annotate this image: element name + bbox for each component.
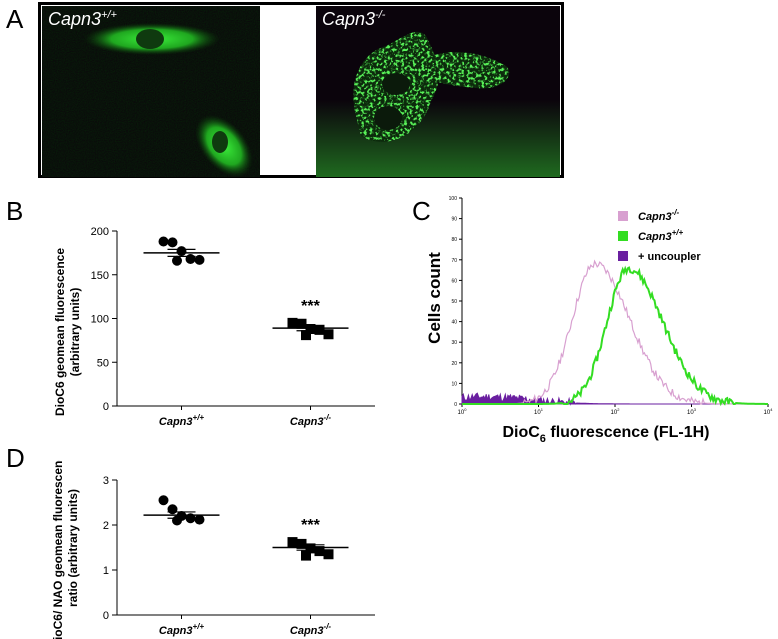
chart-c-series-knockout: [462, 259, 768, 405]
chart-d-point: [158, 495, 169, 506]
panel-label-c: C: [412, 196, 431, 226]
chart-c-xtick-label: 101: [534, 407, 544, 416]
chart-d-point: [287, 537, 298, 548]
chart-b-category-label: Capn3-/-: [290, 413, 332, 428]
chart-c-ytick-label: 50: [451, 299, 457, 305]
panel-label-b: B: [6, 196, 24, 226]
chart-b-ylabel: DioC6 geomean fluorescence(arbitrary uni…: [53, 248, 82, 416]
chart-c-ytick-label: 60: [451, 278, 457, 284]
chart-b-point: [323, 329, 334, 340]
chart-c-legend-swatch: [618, 211, 628, 221]
chart-b-ytick-label: 100: [91, 314, 109, 326]
chart-c-ytick-label: 40: [451, 320, 457, 326]
chart-d-point: [167, 504, 178, 515]
chart-b-significance: ***: [301, 298, 320, 315]
chart-c-ytick-label: 30: [451, 340, 457, 346]
panel-label-a: A: [6, 4, 24, 34]
chart-d-point: [314, 546, 325, 557]
panel-label-d: D: [6, 443, 25, 473]
chart-d-point: [296, 538, 307, 549]
chart-c-xtick-label: 102: [611, 407, 621, 416]
micrograph-wildtype: Capn3+/+: [42, 6, 260, 177]
chart-d: DioC6/ NAO geomean fluorescenceratio (ar…: [51, 460, 375, 639]
micrograph-label-knockout: Capn3-/-: [322, 9, 386, 29]
chart-c-series-wildtype: [462, 265, 768, 407]
chart-b-ytick-label: 50: [97, 357, 109, 369]
chart-b-ytick-label: 200: [91, 226, 109, 238]
chart-b-point: [314, 324, 325, 335]
micrograph-label-wildtype: Capn3+/+: [48, 9, 117, 29]
chart-c-legend: Capn3-/- Capn3+/+ + uncoupler: [618, 208, 701, 263]
chart-c-legend-label: + uncoupler: [638, 251, 701, 263]
chart-d-point: [172, 515, 182, 526]
chart-c-ytick-label: 80: [451, 237, 457, 243]
chart-c-xtick-label: 100: [458, 407, 468, 416]
chart-c-ytick-label: 10: [451, 381, 457, 387]
chart-c-ytick-label: 20: [451, 361, 457, 367]
chart-d-ytick-label: 3: [103, 475, 109, 487]
chart-b: DioC6 geomean fluorescence(arbitrary uni…: [53, 226, 375, 428]
micrograph-knockout: Capn3-/-: [316, 6, 560, 177]
chart-b-point: [296, 318, 307, 329]
chart-d-ylabel: DioC6/ NAO geomean fluorescenceratio (ar…: [51, 460, 80, 639]
chart-d-ytick-label: 2: [103, 520, 109, 532]
chart-d-point: [323, 549, 334, 560]
chart-b-point: [287, 317, 298, 328]
chart-c-legend-swatch: [618, 251, 628, 261]
chart-c-legend-label: Capn3+/+: [638, 228, 684, 243]
chart-c-xtick-label: 103: [687, 407, 697, 416]
chart-b-point: [185, 254, 196, 264]
chart-b-point: [194, 254, 205, 265]
chart-b-point: [172, 255, 182, 266]
chart-d-category-label: Capn3+/+: [159, 622, 205, 637]
chart-d-ytick-label: 1: [103, 565, 109, 577]
chart-c-ylabel: Cells count: [425, 252, 444, 344]
chart-c-ytick-label: 90: [451, 217, 457, 223]
chart-b-point: [301, 330, 311, 341]
chart-c-xlabel: DioC6 fluorescence (FL-1H): [502, 424, 709, 445]
chart-b-ytick-label: 0: [103, 401, 109, 413]
chart-b-ytick-label: 150: [91, 270, 109, 282]
chart-b-category-label: Capn3+/+: [159, 413, 205, 428]
chart-d-ytick-label: 0: [103, 610, 109, 622]
chart-c-ytick-label: 100: [449, 196, 458, 202]
chart-b-point: [158, 236, 169, 247]
chart-b-point: [167, 237, 178, 248]
chart-c-legend-swatch: [618, 231, 628, 241]
chart-d-point: [301, 550, 311, 561]
chart-c-ytick-label: 0: [454, 402, 457, 408]
chart-d-significance: ***: [301, 517, 320, 534]
chart-d-point: [194, 514, 205, 525]
chart-c: Cells count DioC6 fluorescence (FL-1H) 0…: [425, 196, 774, 445]
chart-c-ytick-label: 70: [451, 258, 457, 264]
chart-d-category-label: Capn3-/-: [290, 622, 332, 637]
chart-c-xtick-label: 104: [764, 407, 774, 416]
chart-c-legend-label: Capn3-/-: [638, 208, 680, 223]
